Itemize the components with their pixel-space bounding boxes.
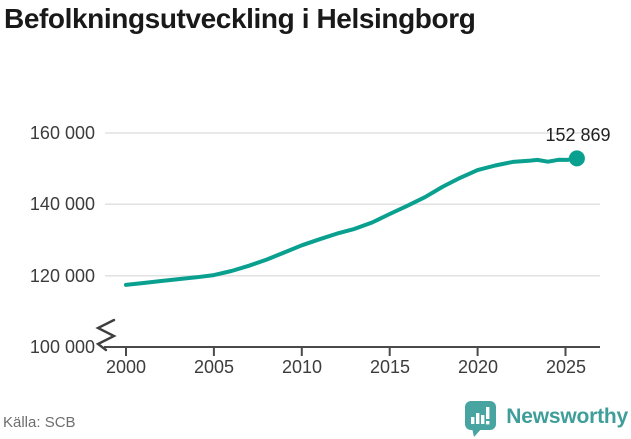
endpoint-value-label: 152 869 bbox=[545, 125, 611, 145]
newsworthy-bars-bubble-icon bbox=[465, 401, 497, 437]
x-tick-label: 2025 bbox=[545, 357, 587, 377]
x-tick-label: 2015 bbox=[369, 357, 411, 377]
x-tick-label: 2005 bbox=[193, 357, 235, 377]
newsworthy-wordmark: Newsworthy bbox=[506, 405, 628, 428]
y-tick-label: 120 000 bbox=[29, 266, 95, 286]
newsworthy-logo: Newsworthy bbox=[464, 400, 628, 438]
y-tick-label: 160 000 bbox=[29, 123, 95, 143]
y-tick-label: 100 000 bbox=[29, 337, 95, 357]
x-tick-label: 2020 bbox=[457, 357, 499, 377]
x-tick-label: 2010 bbox=[281, 357, 323, 377]
y-tick-label: 140 000 bbox=[29, 194, 95, 214]
x-tick-label: 2000 bbox=[105, 357, 147, 377]
endpoint-dot bbox=[568, 150, 585, 167]
source-label: Källa: SCB bbox=[3, 414, 76, 431]
y-axis-break-icon bbox=[95, 318, 117, 352]
chart-title: Befolkningsutveckling i Helsingborg bbox=[4, 3, 476, 34]
population-series-line bbox=[124, 156, 579, 287]
